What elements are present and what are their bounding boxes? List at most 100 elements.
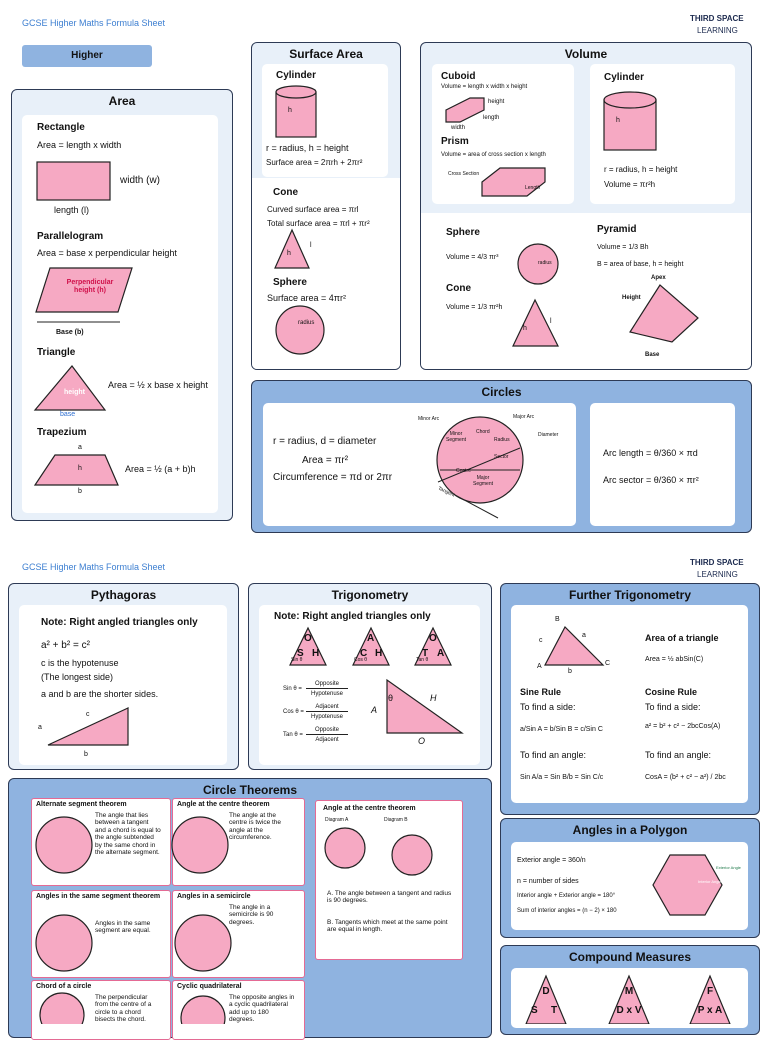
label: Diagram B [384,817,408,823]
label: T [422,648,429,659]
label: Trapezium [37,427,87,438]
label: h [78,465,82,472]
label: l [550,318,552,325]
label: C [605,660,611,667]
box [511,968,748,1028]
label: c [539,637,543,644]
formula: Arc length = θ/360 × πd [603,448,698,458]
label: b [78,488,82,495]
label: Exterior Angle [716,865,741,870]
card-text: Angles in the same segment are equal. [95,920,151,935]
formula: Circumference = πd or 2πr [273,472,393,483]
label: H [375,648,383,659]
label: length (l) [54,205,90,215]
formula: a² = b² + c² − 2bcCos(A) [645,723,721,730]
label: S [531,1005,538,1016]
label: Centre [456,468,472,474]
note: Note: Right angled triangles only [274,611,431,622]
label: Sphere [273,277,307,288]
panel-title: Further Trigonometry [568,588,691,602]
formula: Hypotenuse [310,691,344,697]
label: base [60,411,76,418]
label: Apex [651,275,666,281]
label: Base [645,352,660,358]
card-title: Chord of a circle [36,983,92,990]
box [587,218,735,363]
label: Cosine Rule [645,687,698,697]
label: D [542,986,550,997]
card-text: The angle that lies between a tangent an… [95,812,161,857]
label: Cross Section [448,171,480,177]
label: M [624,986,634,997]
text: To find an angle: [520,750,587,760]
formula: Adjacent [315,737,339,743]
label: width [451,125,466,131]
label: F [706,986,714,997]
label: Cone [273,187,298,198]
label: Cylinder [604,72,645,83]
card-title: Angles in a semicircle [177,893,251,900]
text: r = radius, h = height [604,165,678,174]
label: height [488,99,505,105]
formula: Arc sector = θ/360 × πr² [603,475,699,485]
card-title: Angles in the same segment theorem [36,893,161,900]
panel-title: Volume [564,47,608,61]
label: H [430,693,437,703]
label: C [360,648,368,659]
formula: Opposite [306,727,348,735]
logo: LEARNING [697,570,738,579]
label: height [64,389,85,396]
formula: Volume = area of cross section x length [441,152,546,158]
label: Diameter [538,432,559,438]
text: Interior angle + Exterior angle = 180° [517,893,616,899]
formula: Area = ½ (a + b)h [125,464,196,474]
label: Cone [446,283,471,294]
text: Sum of interior angles = (n − 2) × 180 [517,908,617,914]
panel-title: Pythagoras [90,588,157,602]
logo: THIRD SPACE [690,14,744,23]
text: n = number of sides [517,878,579,885]
text: B = area of base, h = height [597,261,684,268]
label: Major Arc [513,414,535,420]
formula: Area = ½ abSin(C) [645,656,704,663]
label: Prism [441,136,469,147]
logo: LEARNING [697,26,738,35]
label: Sin θ [291,657,303,663]
label: Triangle [37,347,76,358]
label: A [537,663,542,670]
formula: Area = base x perpendicular height [37,248,177,258]
text: r = radius, d = diameter [273,436,377,447]
label: Diagram A [325,817,349,823]
formula: Exterior angle = 360/n [517,857,586,864]
label: P x A [697,1005,723,1016]
card-text: The angle in a semicircle is 90 degrees. [229,904,274,926]
label: O [304,633,312,644]
text: To find a side: [645,702,701,712]
formula: Curved surface area = πrl [267,205,359,214]
label: h [287,250,291,257]
label: Radius [494,437,510,443]
card-title: Cyclic quadrilateral [177,983,242,990]
label: Pyramid [597,224,637,235]
panel-title: Circles [481,385,522,399]
label: Area of a triangle [645,633,719,643]
header: GCSE Higher Maths Formula Sheet [22,18,166,28]
text: B. Tangents which meet at the same point… [327,919,448,934]
panel-title: Area [108,94,136,108]
label: Cos θ [354,657,368,663]
label: Parallelogram [37,231,104,242]
panel-title: Surface Area [289,47,363,61]
formula: Volume = πr²h [604,180,656,189]
label: Sector [494,454,509,460]
label: Cylinder [276,70,317,81]
formula: Opposite [306,681,348,689]
formula: Area = length x width [37,140,122,150]
text: A. The angle between a tangent and radiu… [327,890,452,905]
label: A [371,705,378,715]
formula: Adjacent [306,704,348,712]
label: D x V [616,1005,642,1016]
label: h [523,325,527,332]
text: To find a side: [520,702,576,712]
formula: Cos θ = [283,709,304,715]
